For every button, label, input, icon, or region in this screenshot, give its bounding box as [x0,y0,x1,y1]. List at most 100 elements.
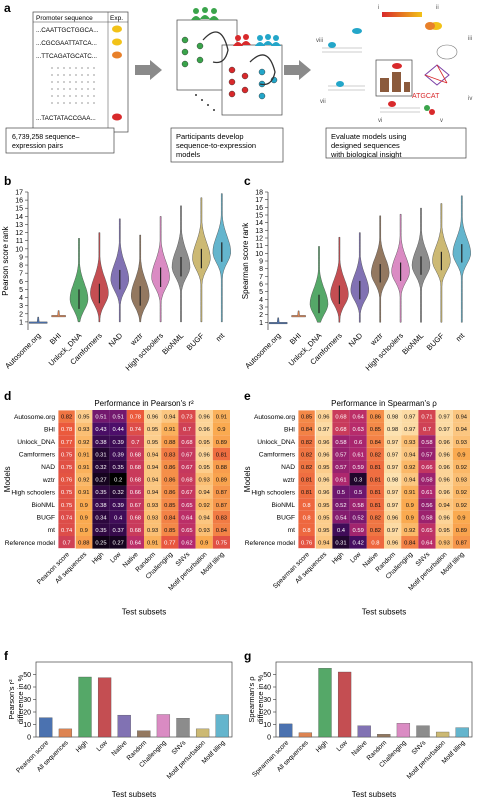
ellipsis-dot [87,88,89,90]
heatmap-cell-value: 0.81 [301,478,312,484]
bar [39,717,53,738]
heatmap-cell [212,485,230,499]
heatmap-row-label: Autosome.org [14,414,55,421]
heatmap-cell-value: 0.91 [147,541,158,547]
heatmap-cell-value: 0.74 [130,427,142,433]
heatmap-cell [109,460,127,473]
y-tick-label: 30 [23,697,31,704]
y-tick-label: 20 [263,710,271,717]
heatmap-cell-value: 0.27 [95,478,106,484]
ellipsis-dot [93,67,95,69]
heatmap-cell-value: 0.7 [63,541,71,547]
heatmap-cell-value: 0.71 [421,415,432,421]
ellipsis-dot [93,81,95,83]
heatmap-cell-value: 0.91 [78,490,89,496]
heatmap-cell-value: 0.3 [354,478,362,484]
heatmap-cell-value: 0.68 [181,440,192,446]
y-tick-label: 10 [15,246,23,253]
violin [29,316,48,324]
heatmap-cell [178,485,196,499]
heatmap-cell [435,447,453,461]
heatmap-cell [58,536,76,549]
heatmap-cell-value: 0.75 [61,465,72,471]
y-tick-label: 2 [19,311,23,318]
heatmap-cell [212,447,230,461]
y-tick-label: 17 [15,190,23,197]
heatmap-cell-value: 0.96 [439,490,450,496]
heatmap-cell-value: 0.75 [61,503,72,509]
y-tick-label: 8 [259,266,263,273]
y-tick-label: 10 [23,722,31,729]
heatmap-cell-value: 0.8 [303,528,311,534]
heatmap-cell-value: 0.58 [353,503,364,509]
heatmap-cell-value: 0.95 [318,465,329,471]
y-axis-label: Pearson score rank [1,225,10,295]
heatmap-row-label: Autosome.org [254,414,295,421]
heatmap-cell [178,498,196,511]
heatmap-cell [161,498,179,511]
heatmap-cell [332,498,350,511]
x-tick-label: High [315,739,330,754]
heatmap-cell-value: 0.5 [354,490,362,496]
heatmap-cell-value: 0.85 [370,427,381,433]
heatmap-cell [161,473,179,486]
bar [337,671,352,738]
heatmap-cell [195,523,213,536]
heatmap-cell [75,410,93,423]
x-tick-label: NAD [107,331,125,349]
heatmap-row-label: BUGF [37,515,55,522]
y-tick-label: 4 [19,295,23,302]
heatmap-cell [315,510,333,524]
sequence-row: ...TTCAGATGCATC... [36,53,97,60]
ellipsis-dot [63,95,65,97]
panel-label-a: a [4,1,11,15]
heatmap-cell-value: 0.92 [456,503,467,509]
y-tick-label: 1 [19,319,23,326]
ellipsis-dot [63,102,65,104]
heatmap-cell-value: 0.32 [95,465,106,471]
heatmap-cell [315,498,333,511]
y-axis-label: difference in % [256,674,265,724]
heatmap-cell [332,410,350,423]
heatmap-cell-value: 0.68 [130,452,141,458]
ellipsis-dot [69,81,71,83]
heatmap-cell-value: 0.82 [370,452,381,458]
heatmap-cell [144,473,162,486]
y-tick-label: 13 [15,222,23,229]
bar [279,723,293,738]
heatmap-cell-value: 0.61 [353,452,364,458]
heatmap-cell [435,473,453,486]
x-tick-label: BHI [48,331,63,346]
roman-label: iv [468,96,472,102]
heatmap-cell [92,410,110,423]
heatmap-cell [366,447,384,461]
heatmap-cell-value: 0.43 [95,427,106,433]
heatmap-cell-value: 0.82 [370,515,381,521]
heatmap-cell-value: 0.39 [113,440,124,446]
x-tick-label: BHI [288,331,303,346]
heatmap-cell [126,410,144,423]
heatmap-cell [58,510,76,524]
x-axis-label: Test subsets [112,790,156,799]
heatmap-cell-value: 0.31 [335,541,346,547]
heatmap-column-label: Low [109,551,123,565]
heatmap-cell [178,510,196,524]
y-tick-label: 7 [259,274,263,281]
heatmap-cell-value: 0.83 [164,452,175,458]
heatmap-cell-value: 0.85 [164,503,175,509]
plot-frame [35,661,233,738]
y-tick-label: 7 [19,271,23,278]
bar [176,718,190,738]
heatmap-column-label: Low [349,551,363,565]
heatmap-cell [126,422,144,436]
heatmap-cell-value: 0.98 [387,415,398,421]
ellipsis-dot [69,74,71,76]
heatmap-cell [418,435,436,448]
heatmap-cell [144,410,162,423]
expression-blob-red [112,113,122,121]
heatmap-cell [212,510,230,524]
heatmap-row-label: mt [48,527,55,534]
heatmap-cell [401,410,419,423]
heatmap-row-label: High schoolers [11,489,55,496]
heatmap-cell-value: 0.94 [456,415,468,421]
